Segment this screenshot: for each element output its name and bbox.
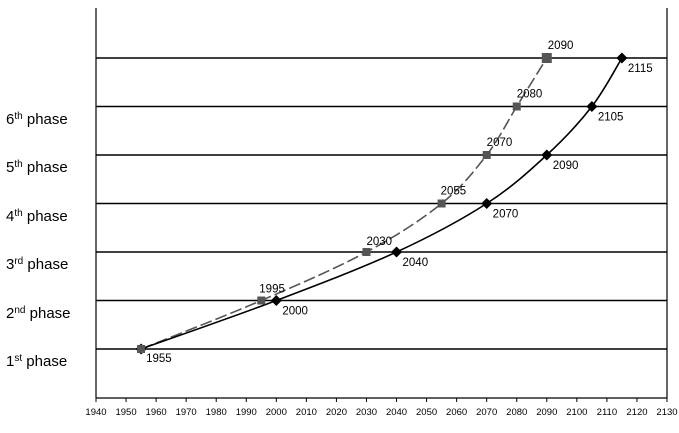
x-tick-label: 2130	[656, 407, 677, 418]
diamond-marker	[391, 246, 403, 258]
x-tick-label: 1960	[146, 407, 167, 418]
diamond-point-label: 2040	[403, 257, 429, 269]
square-marker	[541, 53, 552, 63]
x-tick-label: 1980	[206, 407, 227, 418]
diamond-point-label: 2000	[282, 306, 308, 318]
square-marker	[512, 102, 521, 111]
phase-ordinal-suffix: th	[14, 207, 23, 219]
x-tick-label: 2000	[266, 407, 287, 418]
square-marker	[257, 296, 266, 305]
phase-number: 1	[6, 353, 15, 370]
phase-ordinal-suffix: rd	[14, 256, 24, 267]
phase-number: 4	[6, 207, 15, 225]
square-marker	[437, 199, 446, 208]
phase-label: 2nd phase	[6, 304, 71, 322]
phase-word: phase	[22, 353, 68, 370]
phase-ordinal-suffix: th	[14, 159, 23, 170]
diamond-point-label: 2070	[493, 209, 519, 221]
x-tick-label: 2080	[506, 407, 527, 418]
x-tick-label: 2090	[536, 407, 557, 418]
x-tick-label: 2030	[356, 407, 377, 418]
x-tick-labels: 1940 1950 1960 1970 1980 1990 2000 2010 2020 2030…	[85, 407, 677, 418]
phase-word: phase	[22, 110, 68, 128]
square-point-label: 1995	[259, 284, 285, 296]
x-tick-label: 2020	[326, 407, 347, 418]
x-tick-label: 1990	[236, 407, 257, 418]
square-point-label: 2030	[366, 236, 392, 248]
diamond-marker	[586, 101, 598, 112]
square-point-label: 2080	[517, 89, 543, 101]
phase-label: 5th phase	[6, 159, 68, 176]
diamond-marker	[541, 149, 553, 161]
x-tick-label: 2120	[626, 407, 647, 418]
square-point-label: 2090	[548, 40, 574, 52]
x-tick-label: 1950	[115, 407, 136, 418]
phase-label: 6th phase	[6, 110, 68, 128]
square-marker	[482, 151, 491, 159]
x-tick-label: 2010	[296, 407, 317, 418]
square-point-label: 2070	[487, 137, 513, 149]
diamond-marker	[270, 295, 282, 306]
square-point-label: 1955	[146, 353, 172, 365]
x-tick-label: 1940	[85, 407, 106, 418]
phase-word: phase	[22, 207, 68, 225]
diamond-marker	[616, 52, 628, 64]
phase-number: 2	[6, 304, 15, 322]
gridlines	[96, 57, 667, 350]
x-tick-label: 2100	[566, 407, 587, 418]
phase-word: phase	[23, 256, 69, 273]
phase-label: 4th phase	[6, 207, 68, 225]
x-tick-label: 2040	[386, 407, 407, 418]
phase-number: 6	[6, 110, 15, 128]
phase-label: 3rd phase	[6, 256, 69, 273]
diamond-point-label: 2105	[598, 112, 624, 124]
x-tick-label: 2050	[416, 407, 437, 418]
square-series-line	[140, 57, 548, 350]
diamond-point-label: 2115	[628, 63, 653, 75]
x-tick-label: 2060	[446, 407, 467, 418]
series	[135, 52, 628, 355]
phase-word: phase	[22, 159, 68, 176]
diamond-marker	[481, 198, 493, 209]
square-point-label: 2055	[441, 186, 467, 198]
phase-number: 5	[6, 159, 15, 176]
axes	[95, 8, 668, 402]
square-marker	[362, 248, 371, 256]
x-tick-label: 2110	[597, 407, 617, 418]
phase-word: phase	[25, 304, 71, 322]
diamond-point-label: 2090	[553, 160, 579, 172]
phase-label: 1st phase	[6, 353, 68, 370]
phase-ordinal-suffix: th	[14, 110, 23, 122]
phase-ordinal-suffix: st	[14, 353, 23, 364]
diamond-series-line	[140, 57, 623, 350]
x-tick-label: 1970	[176, 407, 197, 418]
data-labels: 2000 2040 2070 2090 2105 2115 1955 1995 2030 2055…	[146, 40, 653, 365]
x-tick-label: 2070	[476, 407, 497, 418]
phase-number: 3	[6, 256, 15, 273]
phase-ordinal-suffix: nd	[14, 304, 26, 316]
square-marker	[137, 345, 146, 353]
